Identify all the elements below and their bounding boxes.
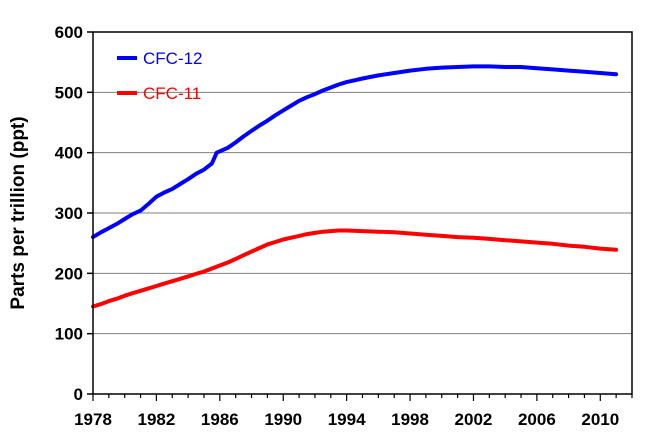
y-tick-label: 100 xyxy=(55,325,83,344)
x-tick-label: 1994 xyxy=(328,410,366,429)
y-tick-label: 200 xyxy=(55,264,83,283)
x-tick-label: 1998 xyxy=(391,410,429,429)
y-axis-ticks: 0 100 200 300 400 500 600 xyxy=(55,23,93,404)
legend: CFC-12 CFC-11 xyxy=(117,49,203,103)
plot-frame xyxy=(92,31,633,395)
x-tick-label: 1986 xyxy=(201,410,239,429)
x-tick-label: 2006 xyxy=(518,410,556,429)
series-lines xyxy=(91,64,619,309)
x-tick-label: 2002 xyxy=(455,410,493,429)
y-tick-label: 300 xyxy=(55,204,83,223)
x-axis-ticks: 1978 1982 1986 1990 1994 1998 2002 2006 2010 xyxy=(74,394,633,429)
series-line-cfc-12 xyxy=(91,64,619,240)
x-tick-label: 1990 xyxy=(264,410,302,429)
y-tick-label: 500 xyxy=(55,83,83,102)
x-tick-label: 1982 xyxy=(137,410,175,429)
x-tick-label: 2010 xyxy=(581,410,619,429)
y-tick-label: 600 xyxy=(55,23,83,42)
gridlines xyxy=(93,91,632,335)
legend-label-cfc-12: CFC-12 xyxy=(143,49,203,68)
x-tick-label: 1978 xyxy=(74,410,112,429)
y-tick-label: 0 xyxy=(74,385,83,404)
series-line-cfc-11 xyxy=(91,228,619,309)
legend-label-cfc-11: CFC-11 xyxy=(143,84,201,103)
y-tick-label: 400 xyxy=(55,144,83,163)
y-axis-title: Parts per trillion (ppt) xyxy=(8,116,29,309)
